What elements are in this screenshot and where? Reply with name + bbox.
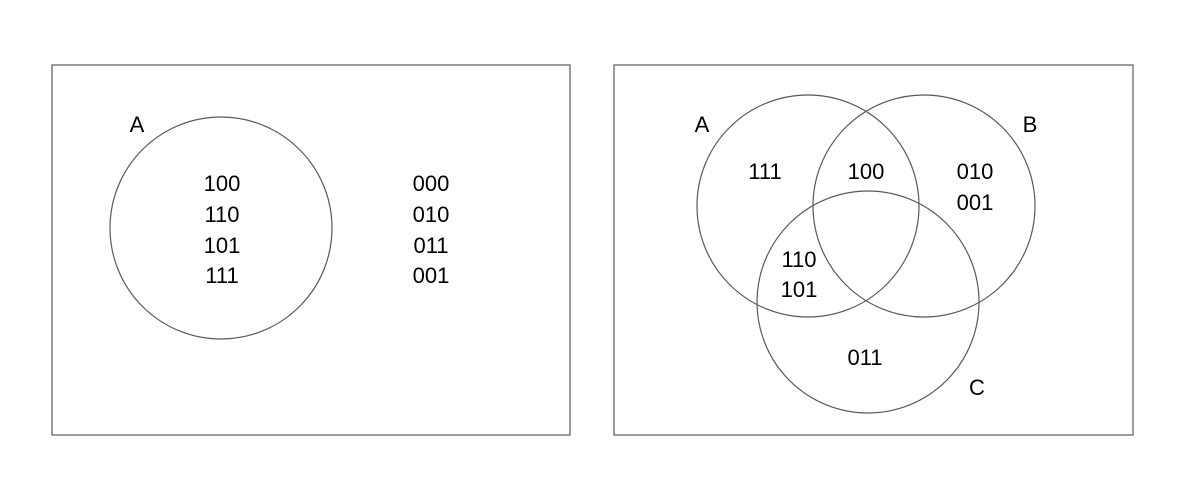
- right-set-a-circle: [696, 94, 920, 318]
- right-set-c-label: C: [969, 375, 985, 400]
- region-a-and-b-value: 100: [848, 159, 885, 184]
- left-venn-diagram: A 100 110 101 111 000 010 011 001: [51, 64, 571, 436]
- left-outside-value: 001: [413, 263, 450, 288]
- region-b-only-value: 010: [957, 159, 994, 184]
- left-universe-frame: [51, 64, 571, 436]
- left-outside-value: 011: [413, 233, 448, 258]
- right-venn-diagram: A B C 111 100 010 001 110 101 011: [613, 64, 1134, 436]
- left-inside-value: 111: [205, 263, 238, 288]
- left-inside-value: 100: [204, 171, 241, 196]
- left-set-a-circle: [109, 116, 333, 340]
- left-outside-value: 000: [413, 171, 450, 196]
- region-b-only-value: 001: [957, 190, 994, 215]
- region-a-and-c-value: 110: [781, 247, 816, 272]
- right-set-c-circle: [756, 190, 980, 414]
- right-set-b-label: B: [1023, 112, 1038, 137]
- region-a-only-value: 111: [748, 159, 781, 184]
- left-set-a-label: A: [130, 112, 145, 137]
- right-set-a-label: A: [695, 112, 710, 137]
- right-universe-frame: [613, 64, 1134, 436]
- region-c-only-value: 011: [847, 345, 882, 370]
- region-a-and-c-value: 101: [781, 277, 818, 302]
- left-outside-value: 010: [413, 202, 450, 227]
- left-inside-value: 101: [204, 233, 241, 258]
- left-inside-value: 110: [204, 202, 239, 227]
